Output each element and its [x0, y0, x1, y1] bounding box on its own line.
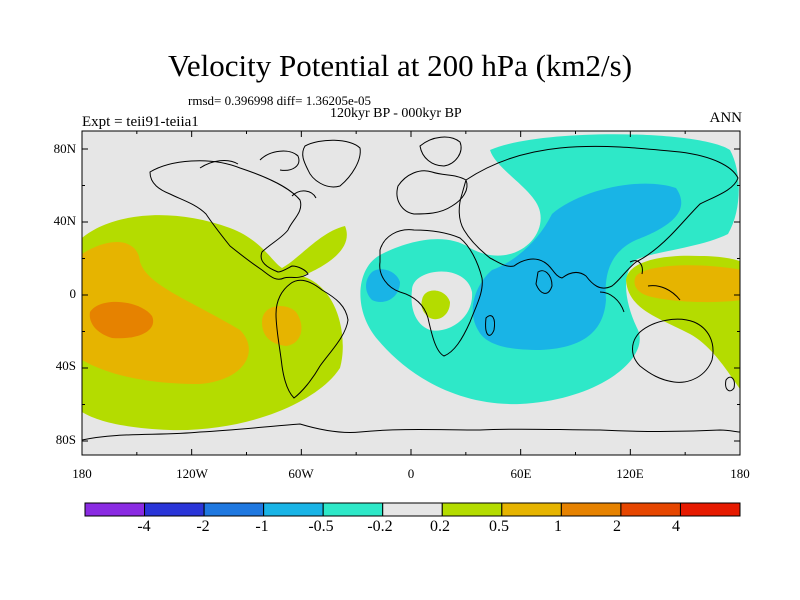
lat-tick-label: 80S — [55, 432, 76, 447]
central-africa-positive-region — [421, 290, 450, 320]
lon-tick-label: 60W — [288, 466, 314, 481]
axis-ticks — [81, 131, 741, 455]
colorbar-label: -2 — [196, 518, 210, 535]
colorbar-swatch — [382, 502, 443, 517]
colorbar-label: 4 — [672, 518, 680, 535]
colorbar — [84, 502, 741, 517]
lon-tick-label: 120W — [176, 466, 208, 481]
lon-tick-label: 180 — [730, 466, 750, 481]
field-layer — [82, 131, 740, 455]
pacific-strong-region — [82, 242, 249, 384]
colorbar-label: -4 — [137, 518, 151, 535]
colorbar-label: -1 — [255, 518, 269, 535]
africa-negative-region — [366, 269, 400, 302]
plot-title: Velocity Potential at 200 hPa (km2/s) — [167, 48, 633, 83]
lat-tick-label: 40S — [55, 358, 76, 373]
colorbar-swatch — [620, 502, 681, 517]
season-label: ANN — [709, 110, 743, 126]
pacific-peak-region — [89, 301, 154, 339]
colorbar-label: -0.5 — [308, 518, 334, 535]
coastlines — [82, 136, 740, 441]
west-pacific-strong-region — [634, 265, 740, 303]
colorbar-label: 1 — [554, 518, 562, 535]
colorbar-swatch — [441, 502, 503, 517]
colorbar-swatch — [84, 502, 146, 517]
plot-subtitle: 120kyr BP - 000kyr BP — [330, 106, 462, 121]
colorbar-swatch — [263, 502, 324, 517]
colorbar-label: 0.5 — [489, 518, 509, 535]
colorbar-swatch — [322, 502, 384, 517]
lat-tick-label: 0 — [69, 286, 77, 301]
colorbar-label: 0.2 — [430, 518, 450, 535]
experiment-label: Expt = teii91-teiia1 — [82, 114, 199, 130]
colorbar-swatch — [144, 502, 205, 517]
colorbar-label: 2 — [613, 518, 621, 535]
lon-tick-label: 120E — [616, 466, 644, 481]
colorbar-swatch — [203, 502, 265, 517]
colorbar-swatch — [679, 502, 741, 517]
lon-tick-label: 60E — [510, 466, 532, 481]
lat-tick-label: 80N — [53, 141, 76, 156]
lon-tick-label: 0 — [407, 466, 415, 481]
colorbar-label: -0.2 — [367, 518, 393, 535]
amazon-positive-region — [262, 306, 302, 346]
colorbar-swatch — [560, 502, 622, 517]
colorbar-swatch — [501, 502, 562, 517]
lon-tick-label: 180 — [72, 466, 92, 481]
lat-tick-label: 40N — [53, 213, 76, 228]
asia-strong-negative-region — [472, 183, 682, 350]
stats-text: rmsd= 0.396998 diff= 1.36205e-05 — [188, 93, 372, 108]
